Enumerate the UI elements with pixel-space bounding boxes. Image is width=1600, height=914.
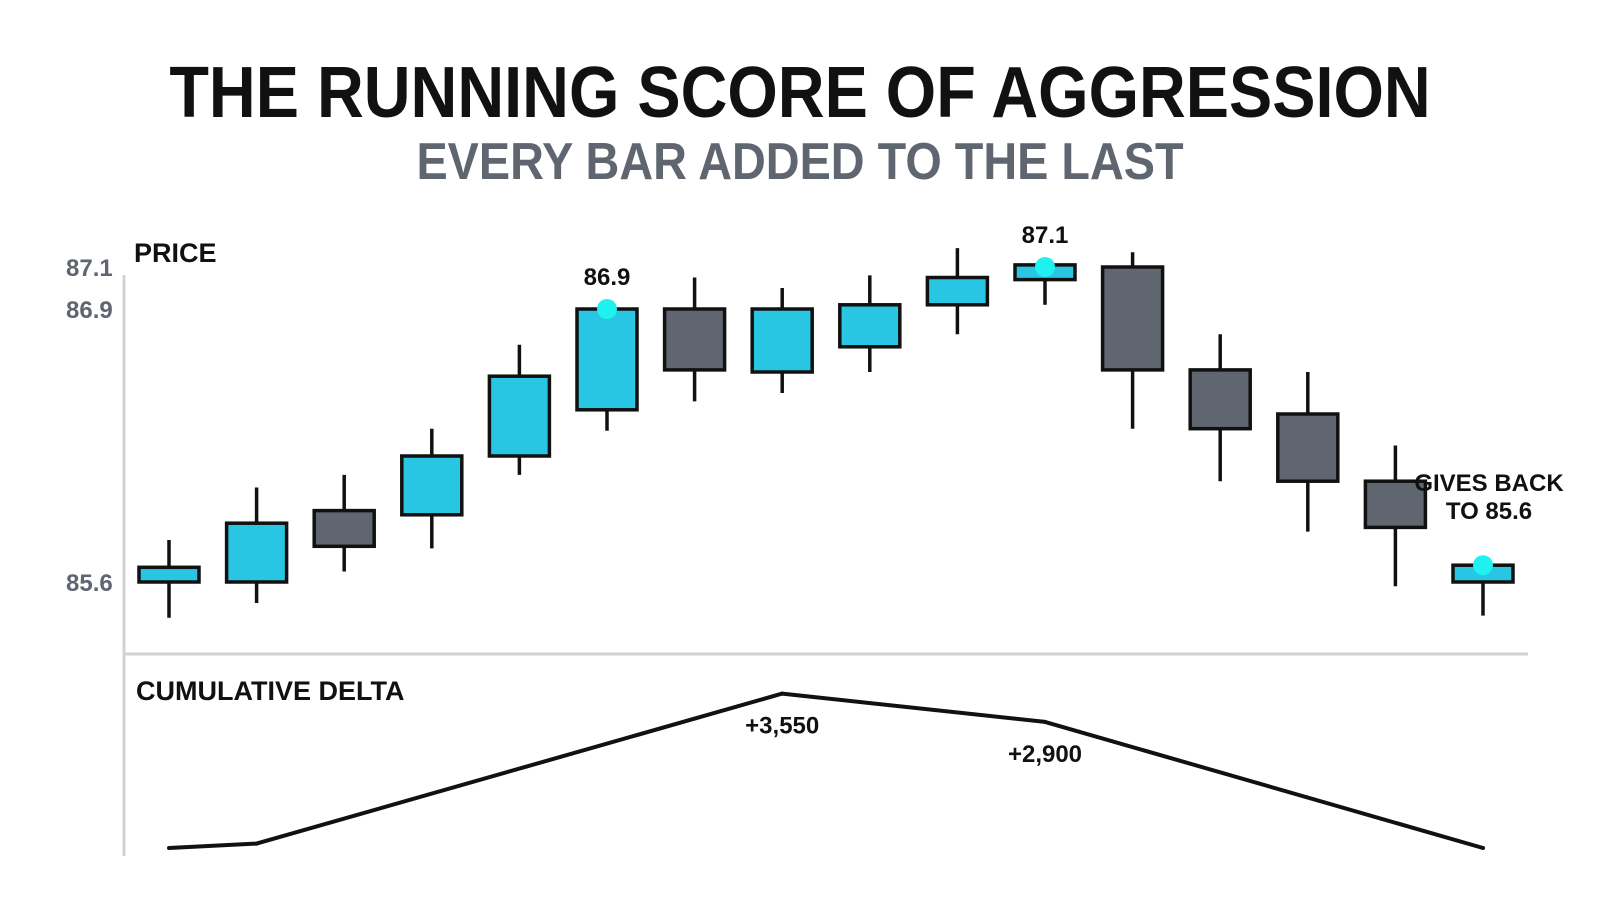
candle-body [137,565,201,584]
candle-body [1363,479,1428,530]
delta-point [780,691,785,696]
candle-body [925,275,990,307]
price-marker-dot [1473,555,1493,576]
delta-panel-title: CUMULATIVE DELTA [136,676,404,706]
price-marker-dot [1035,257,1055,277]
price-y-ticks: 87.1 86.9 85.6 [66,255,113,597]
candle [487,344,552,475]
price-marker-dot [597,299,617,319]
candle [1100,252,1165,429]
candle-body [487,374,552,458]
candle-body [750,307,814,374]
candle-body [662,307,727,372]
candle-body [400,454,464,517]
candle [575,307,639,431]
candle [312,474,376,572]
delta-annotation-label: +3,550 [745,713,819,740]
chart-subtitle: EVERY BAR ADDED TO THE LAST [416,133,1184,191]
cumulative-delta-line-group: +3,550 +2,900 [167,691,1485,850]
candle-body [1100,265,1165,372]
candle [1276,372,1340,532]
y-tick-label: 86.9 [66,297,113,324]
candle-body [312,508,376,549]
candle-body [575,307,639,412]
candle [1188,334,1252,482]
candle [838,275,902,372]
candle [750,288,814,393]
candle [1363,445,1428,587]
delta-point [1481,846,1485,850]
candle-body [224,521,289,584]
price-annotation-label: 86.9 [584,264,631,291]
y-tick-label: 85.6 [66,570,113,597]
price-annotation-label: 87.1 [1022,222,1069,249]
price-annotation-label: GIVES BACK [1414,470,1564,497]
delta-point [254,841,259,846]
candle-body [1276,412,1340,483]
price-annotation-label: TO 85.6 [1446,498,1532,525]
chart-axes [122,275,1528,856]
chart-title: THE RUNNING SCORE OF AGGRESSION [169,53,1431,133]
candle [137,540,201,618]
candle-body [1188,368,1252,431]
delta-annotation-label: +2,900 [1008,741,1082,768]
price-panel-title: PRICE [134,238,217,268]
candle [662,277,727,402]
y-tick-label: 87.1 [66,255,113,282]
cumulative-delta-line [168,691,1484,850]
candlesticks [137,248,1515,618]
candle [224,487,289,603]
candle [925,248,990,335]
candle [400,428,464,549]
candle-body [838,303,902,349]
delta-point [167,846,171,850]
delta-point [1043,719,1047,724]
